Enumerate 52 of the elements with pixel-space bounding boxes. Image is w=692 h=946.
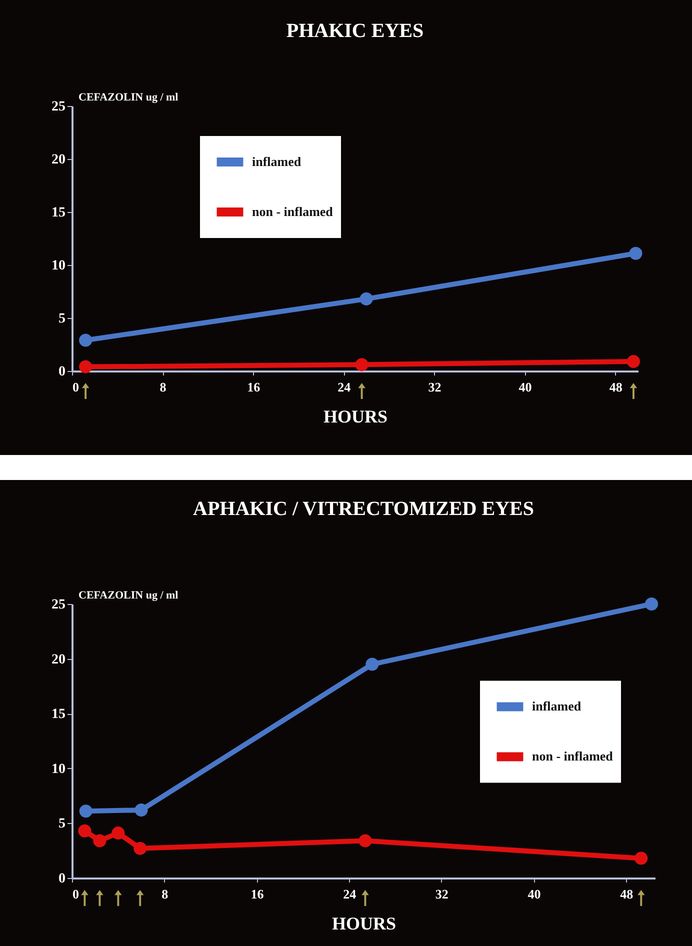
point bbox=[629, 246, 642, 260]
point bbox=[112, 826, 125, 840]
point bbox=[78, 824, 92, 838]
y-tick-label: 25 bbox=[52, 100, 66, 114]
legend-label: non - inflamed bbox=[532, 748, 614, 764]
x-tick-label: 16 bbox=[247, 380, 261, 394]
chart-title: PHAKIC EYES bbox=[286, 20, 424, 42]
point bbox=[134, 842, 147, 855]
point bbox=[366, 658, 379, 671]
point bbox=[634, 852, 648, 865]
y-tick-label: 25 bbox=[52, 598, 66, 612]
legend-label: inflamed bbox=[532, 698, 582, 714]
legend-label: non - inflamed bbox=[252, 204, 334, 219]
y-axis-title: CEFAZOLIN ug / ml bbox=[78, 590, 178, 602]
point bbox=[355, 358, 368, 372]
y-tick-label: 10 bbox=[52, 762, 66, 777]
point bbox=[626, 354, 640, 368]
x-tick-label: 32 bbox=[435, 886, 448, 902]
x-tick-label: 48 bbox=[620, 886, 634, 902]
x-tick-label: 24 bbox=[338, 380, 352, 394]
y-tick-label: 0 bbox=[58, 872, 66, 886]
legend-label: inflamed bbox=[252, 154, 302, 169]
x-tick-label: 40 bbox=[518, 380, 532, 394]
x-tick-label: 16 bbox=[250, 886, 264, 902]
y-tick-label: 5 bbox=[58, 312, 66, 326]
point bbox=[79, 334, 92, 347]
x-tick-label: 0 bbox=[72, 886, 79, 902]
point bbox=[360, 292, 373, 306]
point bbox=[645, 597, 658, 611]
point bbox=[358, 834, 372, 848]
x-tick-label: 32 bbox=[428, 380, 442, 394]
chart-title: APHAKIC / VITRECTOMIZED EYES bbox=[193, 498, 534, 520]
y-tick-label: 5 bbox=[58, 816, 66, 832]
x-tick-label: 0 bbox=[72, 380, 79, 394]
x-tick-label: 48 bbox=[609, 380, 623, 394]
point bbox=[79, 804, 92, 818]
x-tick-label: 24 bbox=[343, 886, 357, 902]
y-tick-label: 0 bbox=[58, 364, 66, 380]
y-tick-label: 15 bbox=[52, 206, 66, 220]
point bbox=[134, 804, 148, 817]
y-tick-label: 20 bbox=[52, 652, 66, 668]
x-tick-label: 8 bbox=[162, 886, 169, 902]
point bbox=[79, 360, 92, 374]
x-tick-label: 8 bbox=[160, 380, 167, 394]
y-tick-label: 10 bbox=[52, 258, 66, 274]
y-axis-title: CEFAZOLIN ug / ml bbox=[78, 92, 178, 104]
x-tick-label: 40 bbox=[528, 886, 541, 902]
point bbox=[93, 834, 106, 848]
x-axis-title: HOURS bbox=[323, 406, 388, 426]
y-tick-label: 20 bbox=[52, 152, 66, 168]
y-tick-label: 15 bbox=[52, 707, 66, 722]
x-axis-title: HOURS bbox=[332, 914, 396, 934]
